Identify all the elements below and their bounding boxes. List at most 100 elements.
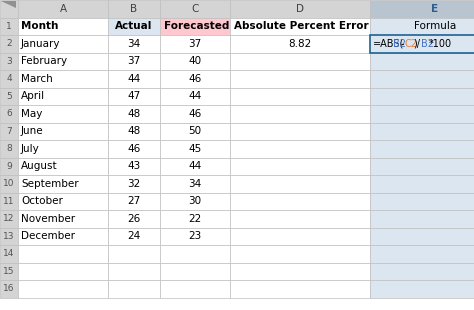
Bar (230, 193, 370, 210)
Text: B: B (130, 4, 137, 14)
Text: 12: 12 (3, 214, 15, 223)
Bar (370, 210, 474, 228)
Bar (370, 17, 474, 35)
Text: 44: 44 (128, 74, 141, 84)
Bar (230, 140, 370, 157)
Bar (108, 175, 160, 193)
Bar (370, 228, 474, 245)
Bar (108, 210, 160, 228)
Text: C: C (191, 4, 199, 14)
Bar (230, 52, 370, 70)
Text: 11: 11 (3, 197, 15, 206)
Bar (108, 17, 160, 35)
Text: 10: 10 (3, 179, 15, 188)
Text: 8: 8 (6, 144, 12, 153)
Bar (370, 140, 474, 157)
Text: -: - (401, 39, 404, 49)
Text: September: September (21, 179, 79, 189)
Text: Forecasted: Forecasted (164, 21, 229, 31)
Text: 30: 30 (189, 196, 201, 206)
Bar (18, 0, 108, 17)
Text: 9: 9 (6, 162, 12, 171)
Text: 48: 48 (128, 109, 141, 119)
Text: 27: 27 (128, 196, 141, 206)
Text: July: July (21, 144, 40, 154)
Text: April: April (21, 91, 45, 101)
Bar (230, 228, 370, 245)
Text: October: October (21, 196, 63, 206)
Bar (18, 228, 108, 245)
Bar (370, 122, 474, 140)
Bar (230, 263, 370, 280)
Bar (0, 245, 18, 263)
Text: 46: 46 (128, 144, 141, 154)
Bar (18, 175, 108, 193)
Bar (18, 157, 108, 175)
Bar (230, 210, 370, 228)
Bar (370, 263, 474, 280)
Bar (0, 210, 18, 228)
Text: 16: 16 (3, 284, 15, 293)
Text: Absolute Percent Error: Absolute Percent Error (234, 21, 369, 31)
Bar (370, 87, 474, 105)
Text: February: February (21, 56, 67, 66)
Text: 46: 46 (188, 109, 201, 119)
Text: B2: B2 (393, 39, 406, 49)
Text: 50: 50 (189, 126, 201, 136)
Text: 37: 37 (188, 39, 201, 49)
Bar (230, 70, 370, 87)
Bar (0, 17, 18, 35)
Bar (108, 140, 160, 157)
Bar (160, 87, 230, 105)
Bar (0, 70, 18, 87)
Bar (230, 17, 370, 35)
Bar (370, 245, 474, 263)
Bar (230, 175, 370, 193)
Text: 26: 26 (128, 214, 141, 224)
Text: March: March (21, 74, 53, 84)
Bar (108, 35, 160, 52)
Bar (108, 157, 160, 175)
Text: *100: *100 (429, 39, 452, 49)
Text: Formula: Formula (414, 21, 456, 31)
Bar (108, 0, 160, 17)
Bar (160, 35, 230, 52)
Bar (370, 35, 474, 52)
Text: 34: 34 (128, 39, 141, 49)
Text: 4: 4 (6, 74, 12, 83)
Bar (230, 280, 370, 298)
Text: 5: 5 (6, 92, 12, 101)
Text: 34: 34 (188, 179, 201, 189)
Bar (230, 105, 370, 122)
Bar (18, 70, 108, 87)
Bar (230, 122, 370, 140)
Text: )/: )/ (413, 39, 420, 49)
Text: 45: 45 (188, 144, 201, 154)
Bar (160, 245, 230, 263)
Bar (18, 140, 108, 157)
Bar (160, 122, 230, 140)
Bar (108, 52, 160, 70)
Bar (160, 263, 230, 280)
Bar (18, 193, 108, 210)
Bar (108, 87, 160, 105)
Text: C2: C2 (405, 39, 418, 49)
Text: A: A (59, 4, 66, 14)
Bar (18, 263, 108, 280)
Text: June: June (21, 126, 44, 136)
Text: 32: 32 (128, 179, 141, 189)
Text: Month: Month (21, 21, 58, 31)
Bar (0, 228, 18, 245)
Text: 40: 40 (189, 56, 201, 66)
Text: 46: 46 (188, 74, 201, 84)
Bar (18, 210, 108, 228)
Text: December: December (21, 231, 75, 241)
Bar (370, 280, 474, 298)
Bar (0, 157, 18, 175)
Bar (160, 280, 230, 298)
Text: 13: 13 (3, 232, 15, 241)
Bar (160, 228, 230, 245)
Bar (18, 280, 108, 298)
Text: 8.82: 8.82 (288, 39, 311, 49)
Text: 14: 14 (3, 249, 15, 258)
